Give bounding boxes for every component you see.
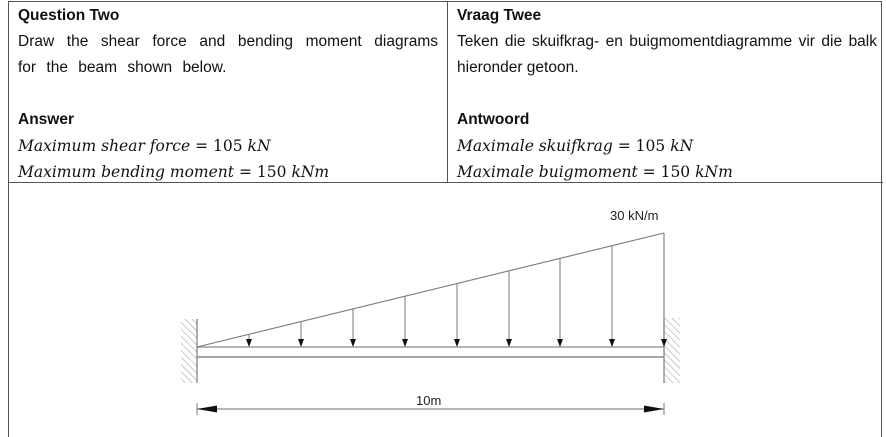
beam bbox=[197, 346, 664, 358]
left-arrowhead-icon bbox=[197, 405, 217, 413]
load-magnitude-label: 30 kN/m bbox=[610, 208, 659, 223]
question-heading: Question Two bbox=[18, 7, 120, 24]
max-shear-unit: kN bbox=[247, 137, 271, 155]
vraag-text-line2: vir die balk hieronder getoon. bbox=[457, 33, 877, 76]
question-text: Draw the shear force and bending moment … bbox=[18, 29, 438, 81]
max-shear-label: Maximum shear force bbox=[18, 137, 191, 155]
span-length-label: 10m bbox=[416, 393, 442, 408]
vraag-heading: Vraag Twee bbox=[457, 7, 542, 24]
afrikaans-cell: Vraag Twee Teken die skuifkrag- en buigm… bbox=[457, 3, 877, 185]
load-arrows bbox=[246, 245, 667, 347]
row-divider bbox=[8, 182, 883, 183]
answer-heading: Answer bbox=[18, 111, 74, 128]
vraag-text-line1: Teken die skuifkrag- en buigmomentdiagra… bbox=[457, 33, 793, 50]
question-text-line2: diagrams for the beam shown below. bbox=[18, 33, 439, 76]
down-arrow-icon bbox=[350, 308, 356, 347]
spacer bbox=[18, 81, 438, 107]
triangular-load bbox=[196, 232, 665, 348]
max-skuifkrag-value: 105 bbox=[635, 137, 666, 155]
down-arrow-icon bbox=[661, 339, 667, 347]
spacer bbox=[457, 81, 877, 107]
max-buigmoment-unit: kNm bbox=[695, 163, 733, 181]
antwoord-heading: Antwoord bbox=[457, 111, 530, 128]
equals-sign: = bbox=[617, 137, 631, 155]
question-table bbox=[8, 1, 882, 437]
right-fixed-support-icon bbox=[663, 318, 680, 383]
max-moment-value: 150 bbox=[256, 163, 287, 181]
max-skuifkrag-unit: kN bbox=[670, 137, 694, 155]
down-arrow-icon bbox=[609, 245, 615, 347]
equals-sign: = bbox=[238, 163, 252, 181]
left-fixed-support-icon bbox=[181, 319, 198, 383]
max-moment-unit: kNm bbox=[291, 163, 330, 181]
equals-sign: = bbox=[195, 137, 209, 155]
column-divider bbox=[447, 1, 448, 183]
down-arrow-icon bbox=[298, 321, 304, 347]
down-arrow-icon bbox=[506, 270, 512, 347]
answer-max-moment: Maximum bending moment = 150 kNm bbox=[18, 159, 438, 185]
max-buigmoment-value: 150 bbox=[660, 163, 691, 181]
vraag-text: Teken die skuifkrag- en buigmomentdiagra… bbox=[457, 29, 877, 81]
question-text-line1: Draw the shear force and bending moment bbox=[18, 33, 362, 50]
antwoord-max-skuifkrag: Maximale skuifkrag = 105 kN bbox=[457, 133, 877, 159]
span-dimension bbox=[196, 403, 665, 415]
down-arrow-icon bbox=[454, 283, 460, 347]
english-cell: Question Two Draw the shear force and be… bbox=[18, 3, 438, 185]
down-arrow-icon bbox=[402, 296, 408, 347]
beam-diagram bbox=[181, 232, 680, 415]
max-buigmoment-label: Maximale buigmoment bbox=[457, 163, 638, 181]
antwoord-max-buigmoment: Maximale buigmoment = 150 kNm bbox=[457, 159, 877, 185]
max-skuifkrag-label: Maximale skuifkrag bbox=[457, 137, 613, 155]
max-shear-value: 105 bbox=[213, 137, 243, 155]
equals-sign: = bbox=[642, 163, 656, 181]
down-arrow-icon bbox=[246, 334, 252, 347]
down-arrow-icon bbox=[557, 258, 563, 347]
answer-max-shear: Maximum shear force = 105 kN bbox=[18, 133, 438, 159]
max-moment-label: Maximum bending moment bbox=[18, 163, 235, 181]
right-arrowhead-icon bbox=[644, 405, 664, 413]
